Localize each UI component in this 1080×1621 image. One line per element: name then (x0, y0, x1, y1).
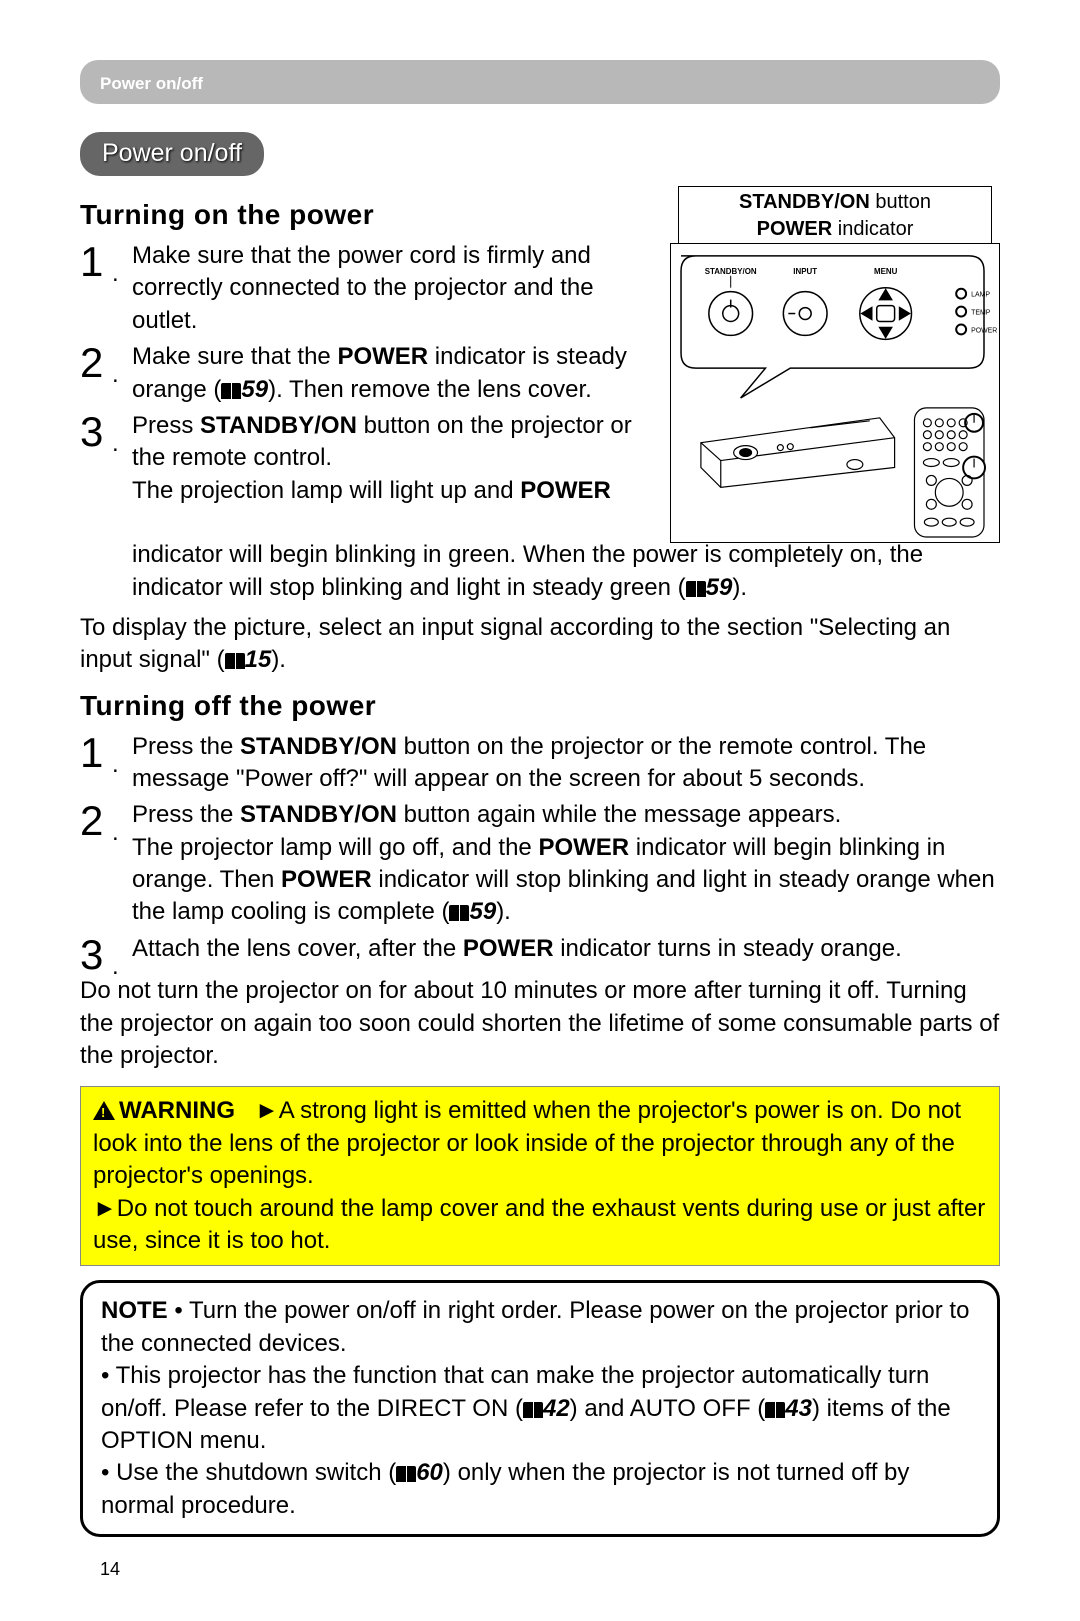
step-1: 1. Make sure that the power cord is firm… (80, 240, 658, 337)
off-step-2: 2. Press the STANDBY/ON button again whi… (80, 799, 1000, 929)
step3-continuation: indicator will begin blinking in green. … (80, 539, 1000, 604)
warning-box: WARNING ►A strong light is emitted when … (80, 1086, 1000, 1266)
projector-diagram: STANDBY/ON button POWER indicator (670, 186, 1000, 543)
step1-text: Make sure that the power cord is firmly … (132, 242, 594, 334)
step-3: 3. Press STANDBY/ON button on the projec… (80, 410, 658, 507)
header-bar: Power on/off (80, 60, 1000, 104)
step2-text: Make sure that the POWER indicator is st… (132, 343, 627, 402)
step-2: 2. Make sure that the POWER indicator is… (80, 341, 658, 406)
diagram-caption: STANDBY/ON button POWER indicator (678, 186, 992, 243)
heading-turn-on: Turning on the power (80, 196, 658, 234)
projector-svg: STANDBY/ON INPUT MENU LAMP TEMP POWER (671, 244, 999, 542)
book-icon (523, 1402, 543, 1418)
step3-text: Press STANDBY/ON button on the projector… (132, 412, 632, 504)
page-number: 14 (100, 1557, 1000, 1581)
section-pill: Power on/off (80, 132, 264, 176)
svg-text:TEMP: TEMP (971, 310, 991, 317)
svg-text:LAMP: LAMP (971, 292, 990, 299)
svg-text:INPUT: INPUT (793, 267, 817, 276)
step-number: 1 (80, 234, 103, 291)
svg-text:POWER: POWER (971, 328, 997, 335)
off-step-3: 3. Attach the lens cover, after the POWE… (80, 933, 1000, 965)
book-icon (765, 1402, 785, 1418)
step-number: 2 (80, 335, 103, 392)
step-number: 3 (80, 404, 103, 461)
warning-icon (93, 1101, 115, 1120)
off-step-1: 1. Press the STANDBY/ON button on the pr… (80, 731, 1000, 796)
note-box: NOTE • Turn the power on/off in right or… (80, 1280, 1000, 1537)
svg-text:STANDBY/ON: STANDBY/ON (705, 267, 757, 276)
book-icon (225, 653, 245, 669)
book-icon (396, 1466, 416, 1482)
header-label: Power on/off (100, 74, 203, 93)
book-icon (221, 383, 241, 399)
heading-turn-off: Turning off the power (80, 687, 1000, 725)
book-icon (449, 905, 469, 921)
section2-after: Do not turn the projector on for about 1… (80, 975, 1000, 1072)
book-icon (686, 581, 706, 597)
section1-after: To display the picture, select an input … (80, 612, 1000, 677)
svg-text:MENU: MENU (874, 267, 898, 276)
